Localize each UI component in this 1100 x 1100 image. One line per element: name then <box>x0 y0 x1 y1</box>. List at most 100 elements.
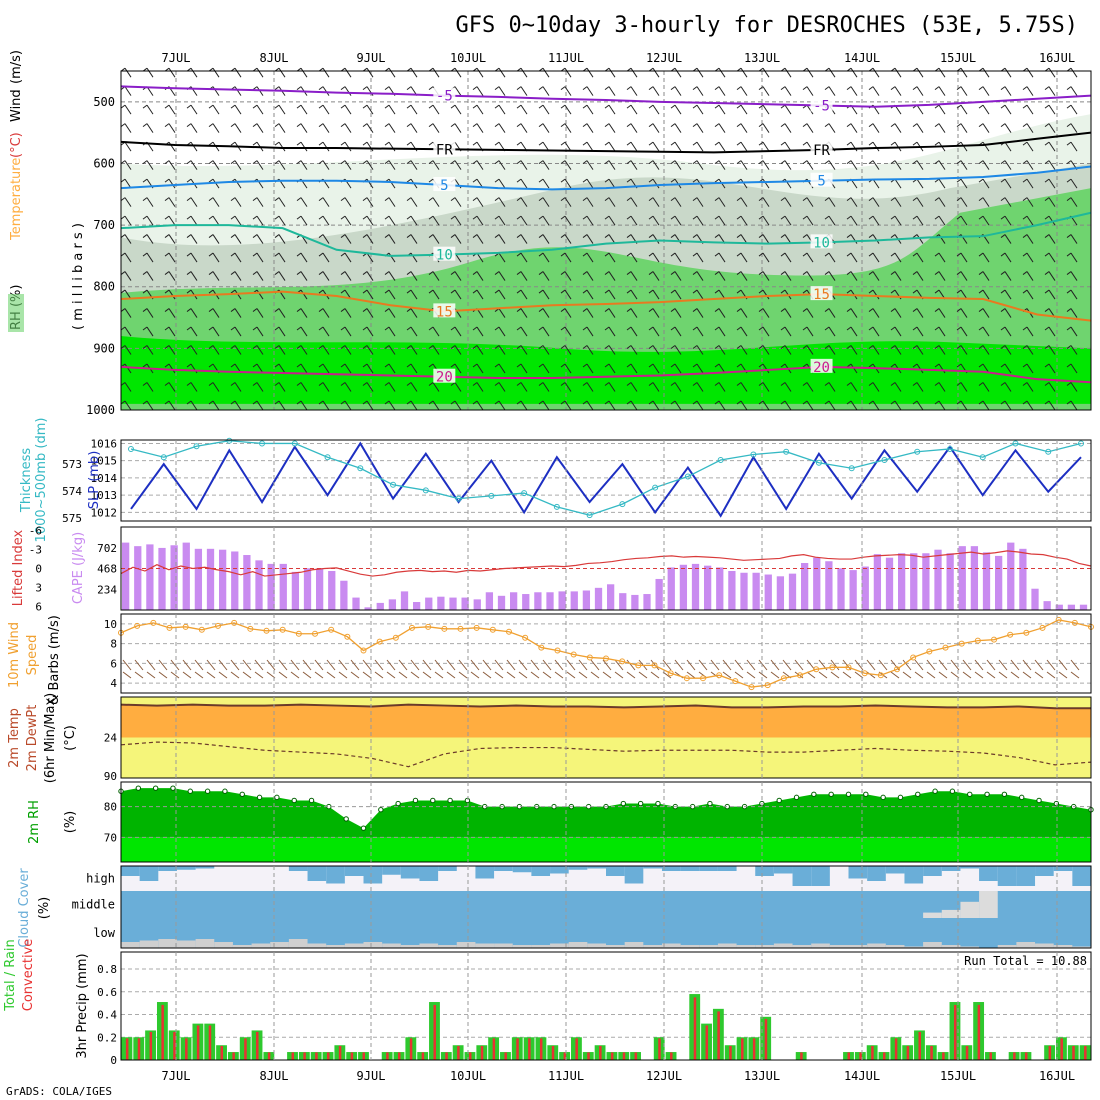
wind-barb-flag <box>670 234 676 238</box>
cape-bar <box>594 587 603 610</box>
wind-barb-flag <box>340 326 346 331</box>
thickness-point <box>1078 440 1084 447</box>
wind-barb <box>498 345 506 355</box>
wind-barb <box>1026 345 1034 355</box>
wind-barb-flag <box>208 400 214 405</box>
wind10-speed-label: Speed <box>25 635 40 676</box>
rh2m-panel-frame <box>120 781 1092 863</box>
wind-barb <box>1004 234 1012 244</box>
thickness-axis-label-line: 1000~500mb (dm) <box>34 418 49 543</box>
wind-barb <box>982 141 990 152</box>
wind-barb-flag <box>604 123 610 128</box>
cape-bar <box>231 551 239 610</box>
wind10-barb-flag <box>470 671 480 679</box>
cape-bar <box>267 563 275 610</box>
wind-barb-flag <box>648 178 654 183</box>
wind-barb-flag <box>1000 345 1006 349</box>
wind-barb-flag <box>120 123 126 128</box>
wind-barb-flag <box>208 308 214 312</box>
wind-barb-flag <box>362 86 368 91</box>
wind-barb <box>1004 141 1012 152</box>
wind-speed-point <box>409 624 415 631</box>
wind-barb <box>1070 178 1078 189</box>
wind-barb <box>388 308 396 318</box>
wind-barb-flag <box>582 215 588 220</box>
wind-barb <box>762 363 770 374</box>
wind-barb-flag <box>670 308 676 312</box>
wind-barb-flag <box>1000 326 1006 331</box>
wind-speed-point <box>991 636 997 643</box>
cape-bar <box>861 566 869 610</box>
isotherm-line <box>120 290 1092 322</box>
wind-barb <box>476 289 484 300</box>
wind10-barb-flag <box>566 671 576 679</box>
wind-barb-flag <box>318 86 324 91</box>
wind-barb <box>344 67 352 78</box>
cloud-low-bar <box>717 943 737 948</box>
thickness-point <box>422 487 429 494</box>
wind-barb <box>850 215 858 226</box>
wind-barb-flag <box>890 86 896 91</box>
wind10-barb <box>410 659 420 671</box>
pressure-tick-label: 900 <box>93 341 115 355</box>
wind-barb <box>1048 86 1056 96</box>
wind10-barb <box>482 659 492 671</box>
wind-barb <box>278 363 286 374</box>
precip-convective-bar <box>457 1045 460 1060</box>
wind-speed-point <box>134 622 141 629</box>
wind-speed-point <box>166 624 173 631</box>
wind-barb <box>146 234 154 244</box>
cloud-high-bar <box>979 866 998 881</box>
wind-barb <box>1070 308 1078 318</box>
wind-barb <box>696 104 704 115</box>
wind-barb-flag <box>296 271 302 275</box>
wind-barb-flag <box>362 215 368 220</box>
isotherm-label: 10 <box>436 248 453 264</box>
cape-bar <box>631 594 639 610</box>
wind-barb-flag <box>472 160 478 165</box>
wind-speed-point <box>894 666 900 673</box>
wind-barb <box>718 67 726 78</box>
wind-barb-flag <box>208 197 214 202</box>
precip-convective-bar <box>516 1038 519 1060</box>
wind10-barb-flag <box>182 671 192 679</box>
wind10-barb <box>518 659 528 671</box>
pressure-tick-label: 800 <box>93 280 115 294</box>
wind-barb-flag <box>208 141 214 146</box>
wind-barb-flag <box>714 326 720 331</box>
cloud-low-bar <box>419 943 439 948</box>
wind-barb <box>850 197 858 207</box>
cloud-low-bar <box>288 939 308 948</box>
wind-barb-flag <box>1044 345 1050 349</box>
wind-barb-flag <box>670 271 676 275</box>
wind-barb-flag <box>362 363 368 368</box>
thickness-point <box>455 495 462 502</box>
wind-barb <box>652 326 660 337</box>
wind-barb <box>608 104 616 115</box>
wind10-barb <box>290 659 300 671</box>
wind-barb-flag <box>1066 363 1072 368</box>
precip-convective-bar <box>800 1052 803 1060</box>
precip-convective-bar <box>930 1045 933 1060</box>
wind-barb <box>916 234 924 244</box>
rh2m-point <box>863 791 869 798</box>
wind-barb <box>344 400 352 411</box>
wind-barb-flag <box>626 234 632 238</box>
wind-barb-flag <box>934 345 940 349</box>
wind-barb <box>696 308 704 318</box>
wind-barb <box>168 252 176 263</box>
wind-barb-flag <box>1000 178 1006 183</box>
wind-barb-flag <box>758 86 764 91</box>
wind-barb-flag <box>274 400 280 405</box>
wind-barb <box>586 326 594 337</box>
cloud-high-bar <box>307 866 327 881</box>
wind-barb-flag <box>274 234 280 238</box>
isotherm-line <box>120 131 1092 154</box>
wind-barb-flag <box>340 123 346 128</box>
wind-barb-flag <box>824 197 830 202</box>
wind-barb <box>806 271 814 281</box>
rh2m-point <box>1053 800 1060 807</box>
wind-barb <box>982 123 990 133</box>
wind-barb-flag <box>516 104 522 109</box>
wind-barb-flag <box>538 86 544 91</box>
